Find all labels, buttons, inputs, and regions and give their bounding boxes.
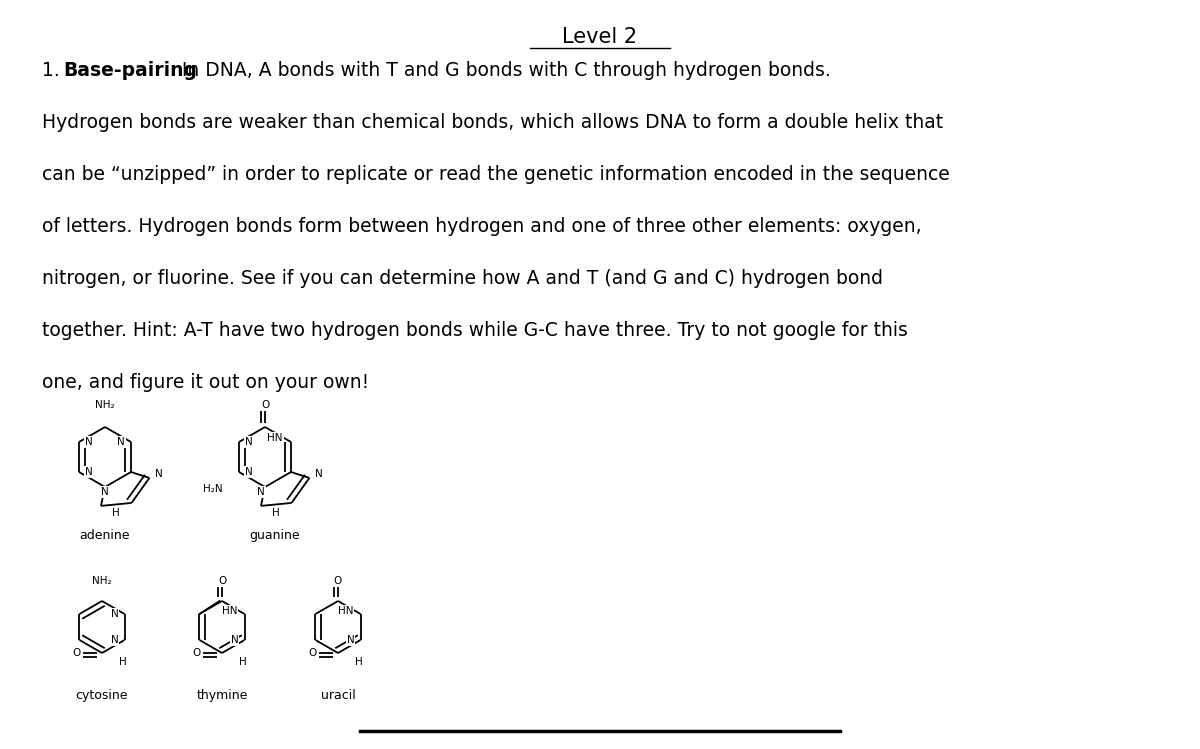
Text: of letters. Hydrogen bonds form between hydrogen and one of three other elements: of letters. Hydrogen bonds form between … bbox=[42, 217, 922, 236]
Text: O: O bbox=[193, 648, 202, 658]
Text: O: O bbox=[73, 648, 82, 658]
Text: O: O bbox=[218, 576, 226, 586]
Text: thymine: thymine bbox=[197, 689, 247, 702]
Text: HN: HN bbox=[268, 433, 283, 443]
Text: Level 2: Level 2 bbox=[563, 27, 637, 47]
Text: N: N bbox=[316, 469, 323, 479]
Text: cytosine: cytosine bbox=[76, 689, 128, 702]
Text: H: H bbox=[119, 657, 126, 667]
Text: Hydrogen bonds are weaker than chemical bonds, which allows DNA to form a double: Hydrogen bonds are weaker than chemical … bbox=[42, 113, 943, 132]
Text: adenine: adenine bbox=[79, 529, 131, 542]
Text: N: N bbox=[85, 437, 92, 447]
Text: N: N bbox=[118, 437, 125, 447]
Text: N: N bbox=[101, 487, 109, 497]
Text: N: N bbox=[110, 635, 119, 645]
Text: N: N bbox=[230, 635, 239, 645]
Text: O: O bbox=[260, 400, 269, 410]
Text: NH₂: NH₂ bbox=[92, 576, 112, 586]
Text: N: N bbox=[155, 469, 163, 479]
Text: Base-pairing: Base-pairing bbox=[64, 61, 197, 80]
Text: uracil: uracil bbox=[320, 689, 355, 702]
Text: N: N bbox=[85, 467, 92, 477]
Text: H: H bbox=[112, 508, 120, 518]
Text: H₂N: H₂N bbox=[203, 484, 223, 494]
Text: one, and figure it out on your own!: one, and figure it out on your own! bbox=[42, 373, 370, 392]
Text: H: H bbox=[239, 657, 246, 667]
Text: N: N bbox=[245, 467, 253, 477]
Text: H: H bbox=[272, 508, 280, 518]
Text: . In DNA, A bonds with T and G bonds with C through hydrogen bonds.: . In DNA, A bonds with T and G bonds wit… bbox=[170, 61, 830, 80]
Text: nitrogen, or fluorine. See if you can determine how A and T (and G and C) hydrog: nitrogen, or fluorine. See if you can de… bbox=[42, 269, 883, 288]
Text: NH₂: NH₂ bbox=[95, 400, 115, 410]
Text: HN: HN bbox=[222, 606, 238, 616]
Text: N: N bbox=[245, 437, 253, 447]
Text: N: N bbox=[110, 609, 119, 619]
Text: O: O bbox=[334, 576, 342, 586]
Text: guanine: guanine bbox=[250, 529, 300, 542]
Text: O: O bbox=[308, 648, 317, 658]
Text: can be “unzipped” in order to replicate or read the genetic information encoded : can be “unzipped” in order to replicate … bbox=[42, 165, 949, 184]
Text: N: N bbox=[347, 635, 354, 645]
Text: H: H bbox=[355, 657, 362, 667]
Text: together. Hint: A-T have two hydrogen bonds while G-C have three. Try to not goo: together. Hint: A-T have two hydrogen bo… bbox=[42, 321, 908, 340]
Text: 1.: 1. bbox=[42, 61, 66, 80]
Text: HN: HN bbox=[338, 606, 354, 616]
Text: N: N bbox=[257, 487, 265, 497]
